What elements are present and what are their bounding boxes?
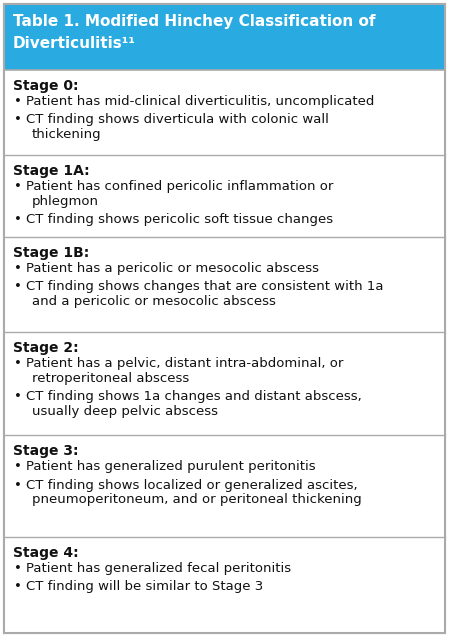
Text: Patient has mid-clinical diverticulitis, uncomplicated: Patient has mid-clinical diverticulitis,… [26,95,374,108]
Text: CT finding shows changes that are consistent with 1a: CT finding shows changes that are consis… [26,280,383,293]
Text: •: • [14,180,22,194]
Text: phlegmon: phlegmon [32,195,99,208]
Text: Stage 2:: Stage 2: [13,341,79,355]
Text: •: • [14,95,22,108]
Bar [4,332,445,436]
Text: Stage 3:: Stage 3: [13,445,79,459]
Bar [4,70,445,155]
Text: CT finding shows diverticula with colonic wall: CT finding shows diverticula with coloni… [26,113,329,127]
Text: Stage 0:: Stage 0: [13,79,79,93]
Text: Table 1. Modified Hinchey Classification of: Table 1. Modified Hinchey Classification… [13,14,375,29]
Text: CT finding will be similar to Stage 3: CT finding will be similar to Stage 3 [26,580,263,593]
Text: •: • [14,357,22,370]
Text: •: • [14,479,22,492]
Text: pneumoperitoneum, and or peritoneal thickening: pneumoperitoneum, and or peritoneal thic… [32,494,362,506]
Text: Stage 1B:: Stage 1B: [13,246,89,260]
Text: Patient has generalized purulent peritonitis: Patient has generalized purulent periton… [26,461,316,473]
Text: •: • [14,562,22,575]
Text: and a pericolic or mesocolic abscess: and a pericolic or mesocolic abscess [32,295,276,308]
Text: Patient has a pericolic or mesocolic abscess: Patient has a pericolic or mesocolic abs… [26,262,319,275]
Text: Patient has a pelvic, distant intra-abdominal, or: Patient has a pelvic, distant intra-abdo… [26,357,343,370]
Text: Patient has generalized fecal peritonitis: Patient has generalized fecal peritoniti… [26,562,291,575]
Text: •: • [14,390,22,403]
Text: •: • [14,580,22,593]
Bar [4,4,445,70]
Text: •: • [14,113,22,127]
Text: •: • [14,461,22,473]
Text: CT finding shows 1a changes and distant abscess,: CT finding shows 1a changes and distant … [26,390,362,403]
Text: Stage 1A:: Stage 1A: [13,164,90,178]
Text: Diverticulitis¹¹: Diverticulitis¹¹ [13,36,136,51]
Text: thickening: thickening [32,128,101,141]
Bar [4,436,445,537]
Bar [4,237,445,332]
Text: Patient has confined pericolic inflammation or: Patient has confined pericolic inflammat… [26,180,333,194]
Text: usually deep pelvic abscess: usually deep pelvic abscess [32,404,218,418]
Text: •: • [14,213,22,226]
Text: retroperitoneal abscess: retroperitoneal abscess [32,371,189,385]
Text: CT finding shows pericolic soft tissue changes: CT finding shows pericolic soft tissue c… [26,213,333,226]
Text: CT finding shows localized or generalized ascites,: CT finding shows localized or generalize… [26,479,357,492]
Text: •: • [14,280,22,293]
Text: Stage 4:: Stage 4: [13,546,79,560]
Text: •: • [14,262,22,275]
Bar [4,537,445,633]
Bar [4,155,445,237]
